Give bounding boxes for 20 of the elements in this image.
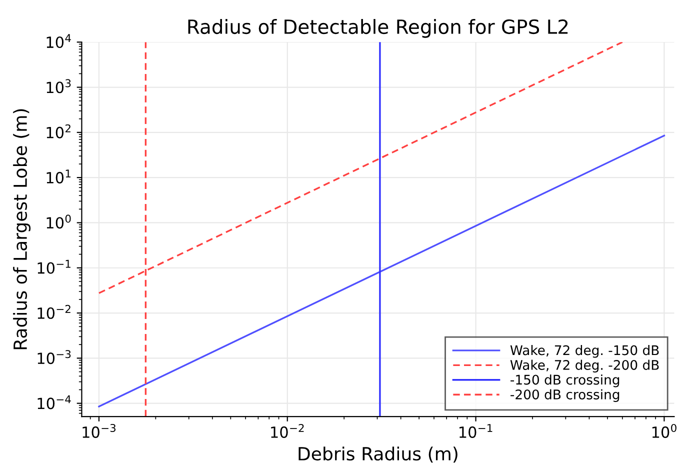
y-tick-label: 10$^{3}$ [46,79,71,94]
x-tick-label: 10$^{−3}$ [82,424,116,438]
legend-label: Wake, 72 deg. -150 dB [510,344,659,358]
x-tick-label: 10$^{−1}$ [460,424,492,438]
x-axis-title: Debris Radius (m) [298,446,458,463]
legend-label: -150 dB crossing [510,374,620,388]
legend-label: -200 dB crossing [510,389,620,402]
y-axis-title: Radius of Largest Lobe (m) [13,109,31,350]
x-tick-label: 10$^{0}$ [652,424,676,438]
y-tick-label: 10$^{2}$ [46,124,70,138]
y-tick-label: 10$^{−2}$ [38,304,70,319]
y-tick-label: 10$^{4}$ [46,34,71,48]
chart-title: Radius of Detectable Region for GPS L2 [188,19,568,38]
y-tick-label: 10$^{−1}$ [38,260,70,274]
y-tick-label: 10$^{−4}$ [38,395,71,410]
y-tick-label: 10$^{−3}$ [38,350,71,364]
y-tick-label: 10$^{0}$ [46,214,71,229]
y-tick-label: 10$^{1}$ [46,170,71,184]
legend-label: Wake, 72 deg. -200 dB [510,360,659,373]
x-tick-label: 10$^{−2}$ [271,424,304,438]
